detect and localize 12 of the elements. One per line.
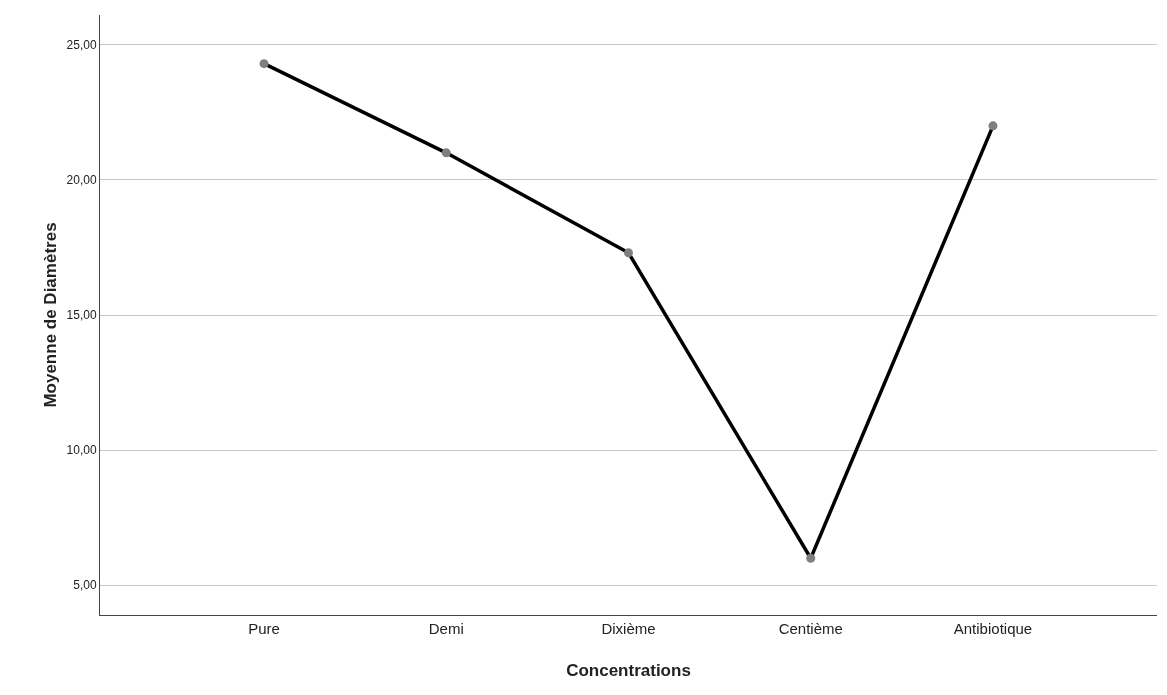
y-axis-title: Moyenne de Diamètres xyxy=(41,222,60,408)
x-tick-label: Dixième xyxy=(601,620,656,637)
x-tick-label: Demi xyxy=(428,620,464,637)
y-tick-label: 15,00 xyxy=(66,308,97,323)
y-tick-label: 20,00 xyxy=(66,173,97,188)
y-tick-label: 25,00 xyxy=(66,37,97,52)
x-tick-label: Centième xyxy=(778,620,843,637)
y-tick-label: 5,00 xyxy=(73,578,97,593)
x-tick-label: Antibiotique xyxy=(953,620,1033,637)
x-axis-title: Concentrations xyxy=(566,661,691,680)
x-tick-label: Pure xyxy=(248,620,280,637)
y-tick-label: 10,00 xyxy=(66,443,97,458)
